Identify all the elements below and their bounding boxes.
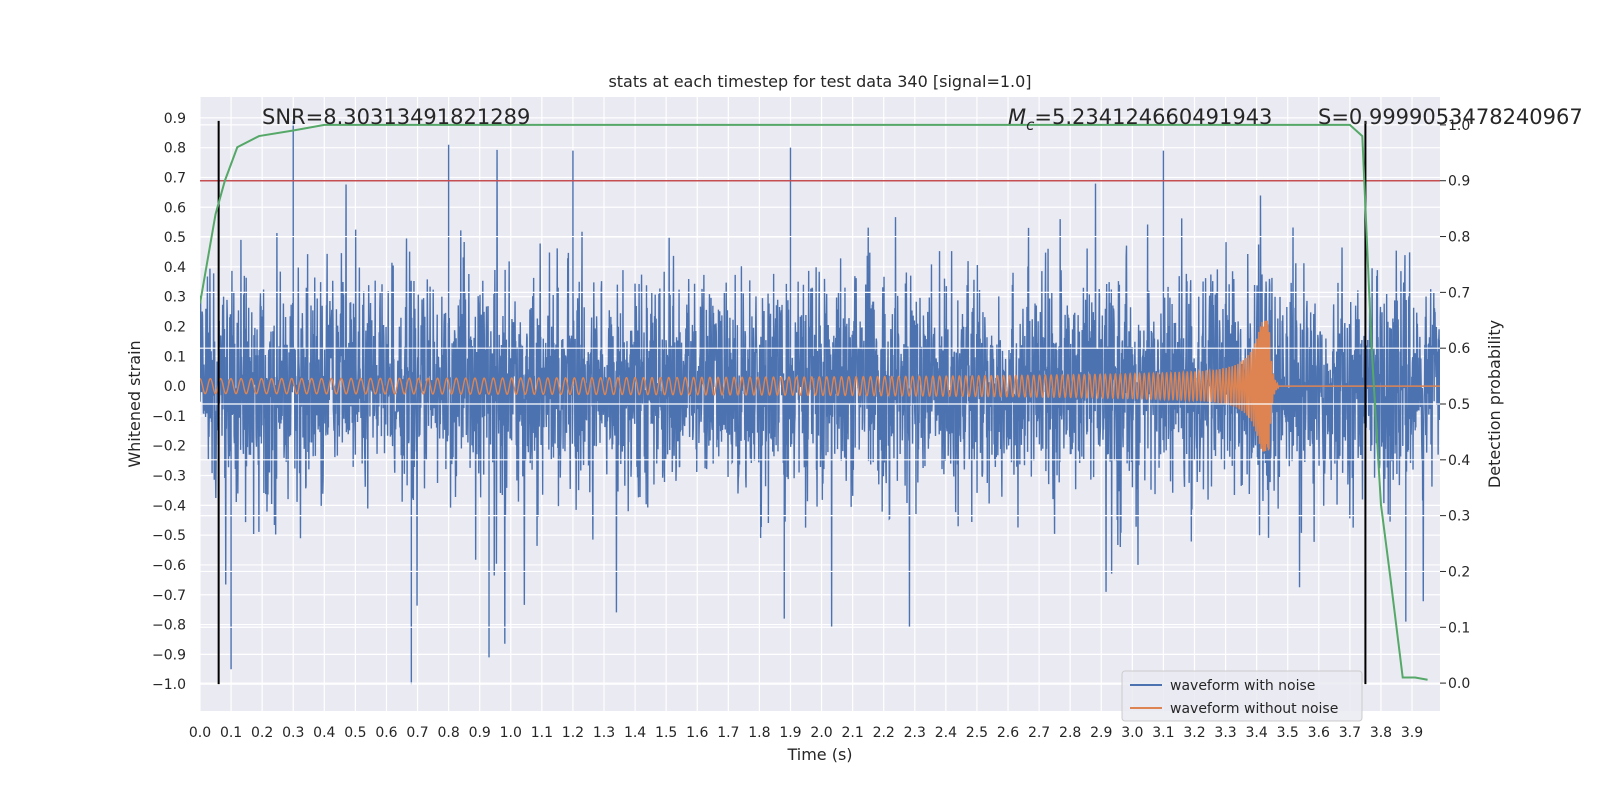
y-tick-label: −1.0	[152, 677, 186, 693]
x-tick-label: 2.2	[873, 725, 895, 741]
y2-tick-label: 0.2	[1448, 564, 1470, 580]
y2-axis-label: Detection probability	[1485, 320, 1504, 488]
y2-tick-label: 0.0	[1448, 676, 1470, 692]
x-tick-label: 2.1	[841, 725, 863, 741]
x-tick-label: 3.8	[1370, 725, 1392, 741]
y-tick-label: −0.2	[152, 439, 186, 455]
legend: waveform with noise waveform without noi…	[1121, 670, 1363, 722]
x-tick-label: 0.0	[189, 725, 211, 741]
x-tick-label: 2.7	[1028, 725, 1050, 741]
y2-tick-label: 0.1	[1448, 620, 1470, 636]
y-tick-label: 0.1	[164, 349, 186, 365]
chirp-mass-value: =5.234124660491943	[1034, 105, 1272, 129]
x-tick-label: 3.2	[1183, 725, 1205, 741]
detection-probability-line	[200, 123, 1428, 681]
x-tick-label: 2.6	[997, 725, 1019, 741]
x-tick-label: 1.9	[779, 725, 801, 741]
x-tick-label: 3.7	[1339, 725, 1361, 741]
x-tick-label: 3.3	[1214, 725, 1236, 741]
legend-label-noisy: waveform with noise	[1170, 678, 1315, 694]
y-tick-label: 0.2	[164, 320, 186, 336]
x-tick-label: 1.6	[686, 725, 708, 741]
x-tick-label: 3.4	[1246, 725, 1268, 741]
y-tick-label: −0.1	[152, 409, 186, 425]
y-tick-label: −0.3	[152, 469, 186, 485]
waveform-without-noise-line	[200, 320, 1440, 452]
x-tick-label: 1.4	[624, 725, 646, 741]
y-tick-label: 0.0	[164, 379, 186, 395]
y-tick-label: 0.5	[164, 230, 186, 246]
x-tick-label: 3.6	[1308, 725, 1330, 741]
x-tick-label: 0.2	[251, 725, 273, 741]
chirp-mass-subscript: c	[1026, 116, 1035, 134]
chart-title: stats at each timestep for test data 340…	[608, 72, 1031, 91]
x-tick-label: 0.5	[344, 725, 366, 741]
legend-label-clean: waveform without noise	[1170, 701, 1338, 717]
x-tick-label: 2.9	[1090, 725, 1112, 741]
x-tick-label: 1.5	[655, 725, 677, 741]
x-tick-label: 2.3	[904, 725, 926, 741]
x-tick-label: 1.7	[717, 725, 739, 741]
x-tick-label: 1.0	[500, 725, 522, 741]
s-annotation: S=0.9999053478240967	[1318, 105, 1583, 129]
x-tick-label: 3.1	[1152, 725, 1174, 741]
x-tick-label: 0.6	[375, 725, 397, 741]
y2-tick-label: 0.6	[1448, 341, 1470, 357]
x-tick-label: 3.0	[1121, 725, 1143, 741]
snr-annotation: SNR=8.30313491821289	[262, 105, 530, 129]
y-tick-label: 0.7	[164, 170, 186, 186]
y-tick-label: −0.5	[152, 528, 186, 544]
y-tick-label: −0.4	[152, 498, 186, 514]
waveform-with-noise-line	[200, 120, 1440, 685]
y-tick-label: −0.6	[152, 558, 186, 574]
x-tick-label: 3.5	[1277, 725, 1299, 741]
chirp-mass-annotation: Mc=5.234124660491943	[1008, 105, 1272, 134]
x-tick-label: 0.9	[469, 725, 491, 741]
y-tick-label: −0.7	[152, 588, 186, 604]
y2-tick-label: 0.9	[1448, 174, 1470, 190]
x-tick-label: 1.2	[562, 725, 584, 741]
x-tick-label: 3.9	[1401, 725, 1423, 741]
y2-tick-label: 1.0	[1448, 118, 1470, 134]
legend-box	[1121, 670, 1363, 722]
x-tick-label: 0.1	[220, 725, 242, 741]
chirp-mass-symbol: M	[1008, 105, 1026, 129]
y-tick-label: −0.9	[152, 647, 186, 663]
x-tick-label: 1.1	[531, 725, 553, 741]
y-tick-label: 0.8	[164, 141, 186, 157]
y-axis-label: Whitened strain	[125, 340, 144, 467]
x-tick-label: 2.4	[935, 725, 957, 741]
x-tick-label: 0.7	[406, 725, 428, 741]
y2-tick-label: 0.4	[1448, 453, 1470, 469]
y-tick-label: 0.3	[164, 290, 186, 306]
x-tick-label: 0.8	[437, 725, 459, 741]
y-tick-label: 0.6	[164, 200, 186, 216]
x-tick-label: 0.3	[282, 725, 304, 741]
y-tick-label: 0.9	[164, 111, 186, 127]
x-tick-label: 2.5	[966, 725, 988, 741]
y2-tick-label: 0.3	[1448, 509, 1470, 525]
x-tick-label: 2.0	[810, 725, 832, 741]
x-tick-label: 0.4	[313, 725, 335, 741]
y-tick-label: −0.8	[152, 618, 186, 634]
x-axis-label: Time (s)	[786, 745, 852, 764]
y2-tick-label: 0.5	[1448, 397, 1470, 413]
y2-tick-label: 0.8	[1448, 230, 1470, 246]
x-tick-label: 1.3	[593, 725, 615, 741]
y-tick-label: 0.4	[164, 260, 186, 276]
x-tick-label: 2.8	[1059, 725, 1081, 741]
x-tick-label: 1.8	[748, 725, 770, 741]
y2-tick-label: 0.7	[1448, 285, 1470, 301]
